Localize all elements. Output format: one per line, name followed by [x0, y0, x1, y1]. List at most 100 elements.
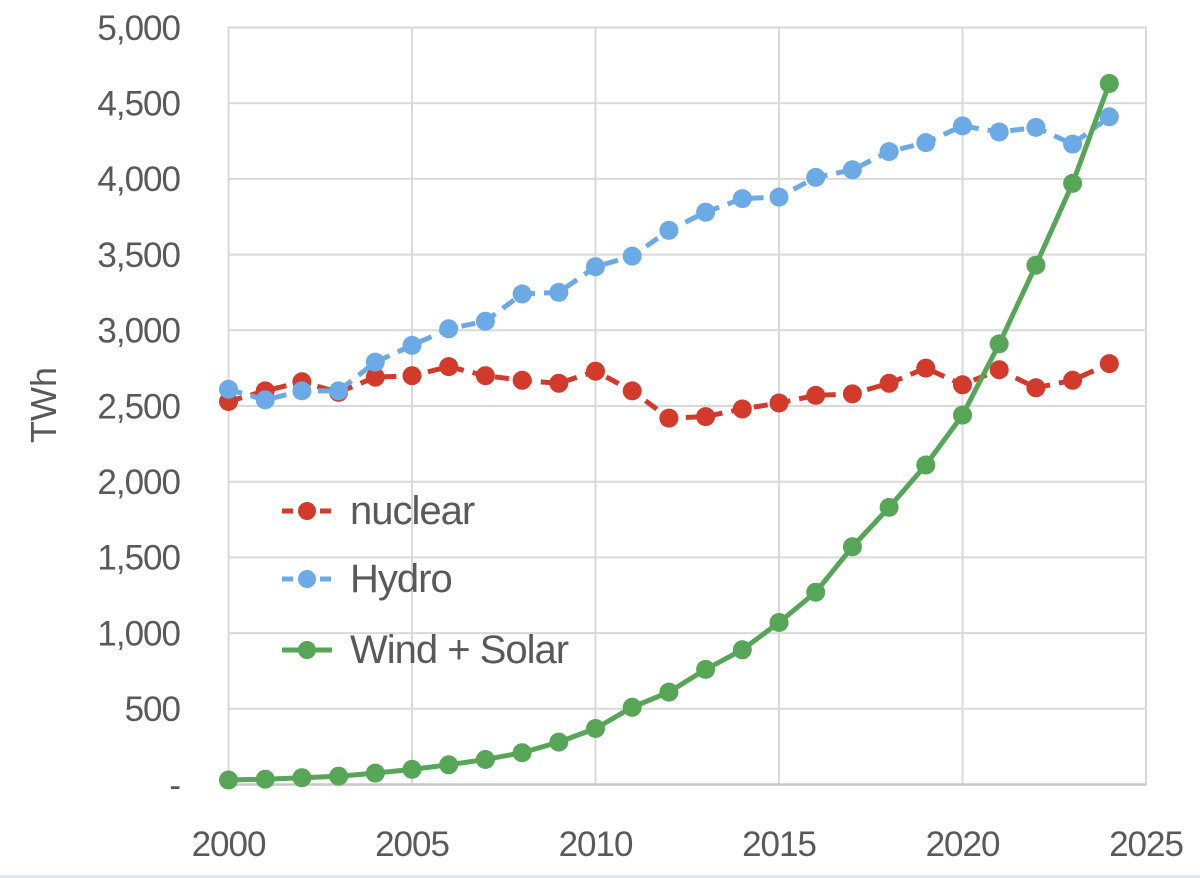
data-point-hydro: [659, 220, 679, 240]
data-point-hydro: [329, 381, 349, 401]
data-point-wind-solar: [329, 766, 349, 786]
data-point-nuclear: [732, 399, 752, 419]
data-point-wind-solar: [879, 497, 899, 517]
data-point-wind-solar: [769, 613, 789, 632]
data-point-hydro: [402, 335, 422, 355]
data-point-hydro: [475, 311, 495, 331]
x-tick-label: 2025: [1109, 825, 1183, 864]
legend-item-hydro: Hydro: [279, 556, 453, 601]
data-point-nuclear: [953, 375, 972, 395]
data-point-wind-solar: [696, 659, 716, 679]
y-tick-label: 2,000: [97, 463, 180, 502]
data-point-hydro: [916, 133, 936, 153]
data-point-nuclear: [879, 373, 899, 393]
data-point-wind-solar: [219, 770, 238, 790]
data-point-nuclear: [659, 408, 679, 428]
series-line-wind-solar: [228, 82, 1112, 783]
data-point-nuclear: [916, 358, 936, 378]
data-point-hydro: [439, 319, 459, 339]
data-point-wind-solar: [659, 682, 679, 702]
y-tick-label: 4,500: [97, 84, 180, 123]
data-point-hydro: [696, 202, 716, 222]
data-point-wind-solar: [512, 743, 532, 763]
data-point-hydro: [255, 390, 275, 410]
data-point-wind-solar: [255, 769, 275, 789]
data-point-hydro: [1063, 134, 1083, 154]
y-axis-title: TWh: [23, 367, 64, 443]
x-tick-label: 2005: [375, 825, 449, 864]
data-point-nuclear: [696, 407, 716, 427]
data-point-hydro: [1026, 117, 1046, 137]
data-point-hydro: [806, 167, 826, 187]
image-bottom-edge: [0, 875, 1200, 878]
y-tick-label: 1,500: [97, 539, 180, 578]
y-tick-label: -: [169, 766, 180, 805]
data-point-wind-solar: [365, 763, 385, 783]
data-point-wind-solar: [916, 455, 936, 475]
legend-marker-hydro-icon: [282, 570, 332, 588]
data-point-nuclear: [402, 366, 422, 386]
legend-label-hydro: Hydro: [350, 556, 453, 601]
data-point-hydro: [365, 352, 385, 372]
y-tick-label: 1,000: [97, 614, 180, 653]
y-tick-label: 5,000: [97, 9, 180, 48]
legend-marker-wind-solar-icon: [282, 641, 332, 659]
data-point-hydro: [953, 116, 972, 136]
data-point-hydro: [732, 189, 752, 209]
data-point-hydro: [1099, 107, 1119, 127]
data-point-hydro: [989, 122, 1009, 142]
data-point-nuclear: [989, 360, 1009, 380]
data-point-hydro: [549, 282, 569, 302]
data-point-wind-solar: [402, 759, 422, 779]
data-point-hydro: [219, 379, 238, 399]
y-tick-label: 3,500: [97, 236, 180, 275]
data-point-wind-solar: [989, 334, 1009, 354]
data-point-hydro: [622, 246, 642, 266]
legend-label-wind-solar: Wind + Solar: [350, 627, 569, 672]
x-tick-label: 2000: [192, 825, 266, 864]
y-tick-label: 4,000: [97, 160, 180, 199]
data-point-wind-solar: [439, 755, 459, 775]
data-point-hydro: [292, 381, 312, 401]
data-point-wind-solar: [1063, 173, 1083, 193]
data-point-nuclear: [1099, 354, 1119, 374]
data-point-nuclear: [549, 373, 569, 393]
data-point-nuclear: [1026, 378, 1046, 398]
y-tick-label: 3,000: [97, 312, 180, 351]
data-point-hydro: [586, 257, 605, 277]
x-tick-label: 2010: [559, 825, 633, 864]
data-point-wind-solar: [806, 582, 826, 602]
y-tick-label: 500: [125, 690, 181, 729]
data-point-wind-solar: [586, 719, 605, 738]
data-point-nuclear: [842, 384, 862, 404]
data-point-wind-solar: [1026, 255, 1046, 275]
data-point-wind-solar: [549, 732, 569, 752]
data-point-nuclear: [439, 357, 459, 377]
data-point-nuclear: [1063, 370, 1083, 390]
x-tick-label: 2020: [926, 825, 1000, 864]
x-tick-label: 2015: [742, 825, 816, 864]
series-line-hydro: [227, 114, 1111, 403]
data-point-nuclear: [806, 385, 826, 405]
data-point-hydro: [769, 187, 789, 207]
legend-marker-nuclear-icon: [282, 502, 332, 520]
data-point-hydro: [512, 284, 532, 304]
data-point-nuclear: [512, 370, 532, 390]
data-point-wind-solar: [622, 697, 642, 717]
y-tick-label: 2,500: [97, 387, 180, 426]
data-point-hydro: [842, 160, 862, 180]
data-point-nuclear: [622, 381, 642, 401]
data-point-wind-solar: [1099, 74, 1119, 93]
data-point-wind-solar: [732, 640, 752, 660]
data-point-wind-solar: [953, 405, 972, 425]
data-point-wind-solar: [842, 537, 862, 557]
legend-label-nuclear: nuclear: [350, 488, 475, 533]
data-point-hydro: [879, 142, 899, 162]
data-point-nuclear: [475, 366, 495, 386]
data-point-nuclear: [586, 361, 605, 381]
data-point-wind-solar: [475, 750, 495, 769]
data-point-nuclear: [365, 367, 385, 387]
legend-item-wind-solar: Wind + Solar: [279, 627, 569, 672]
